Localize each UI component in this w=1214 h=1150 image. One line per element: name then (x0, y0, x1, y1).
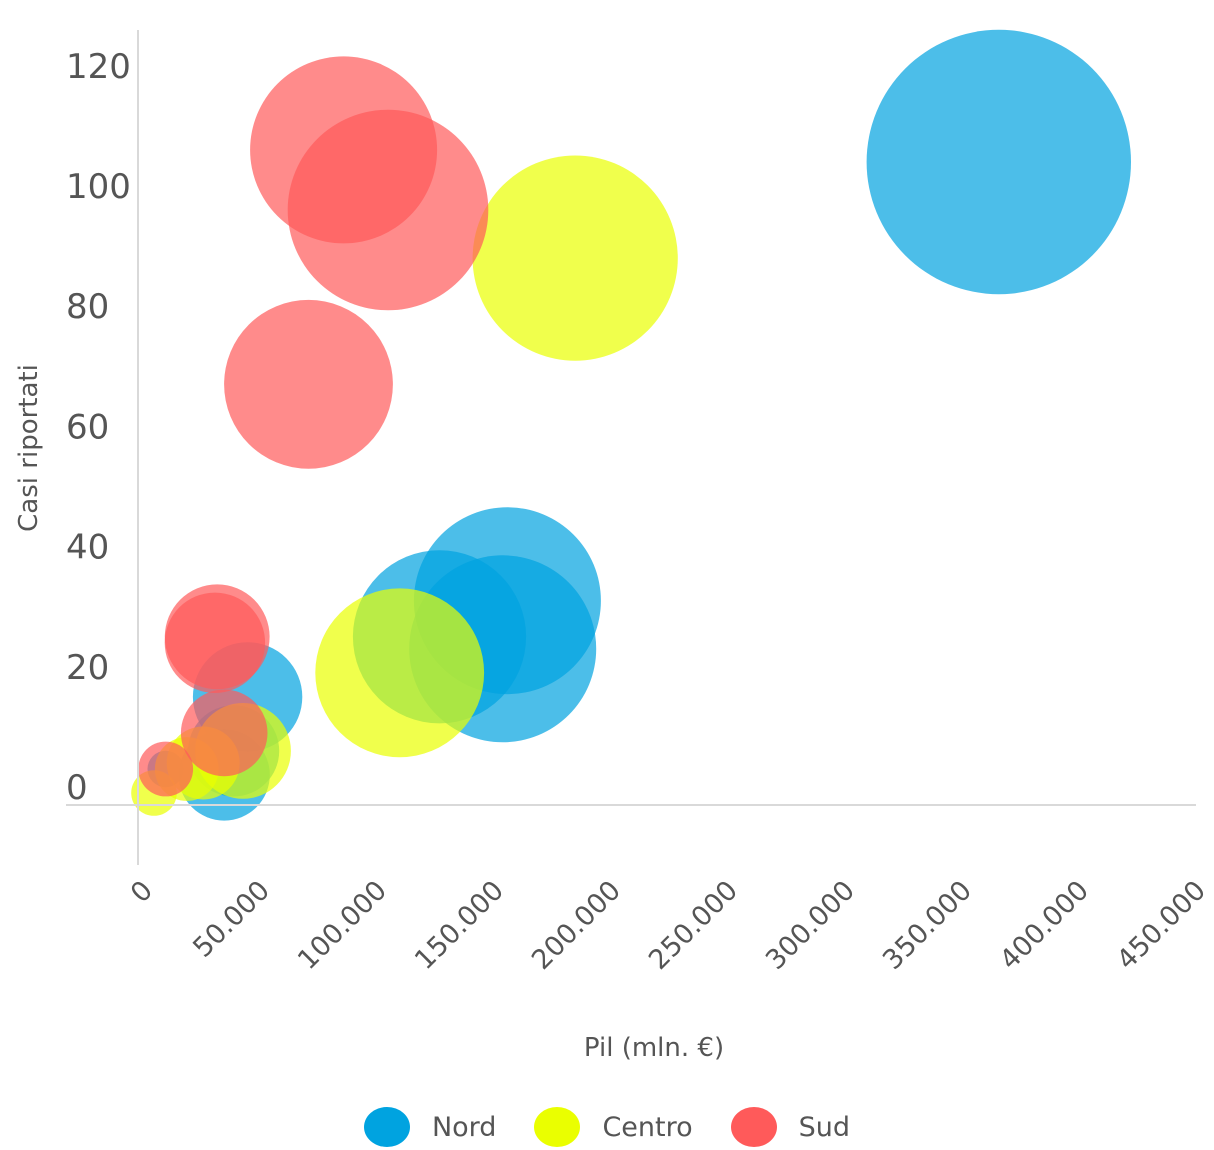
legend: Nord Centro Sud (0, 1104, 1214, 1150)
bubble-sud[interactable] (138, 741, 194, 797)
x-tick-label: 450.000 (1111, 875, 1212, 976)
bubble-sud[interactable] (164, 592, 266, 693)
x-tick-label: 200.000 (526, 875, 627, 976)
y-tick-label: 100 (66, 167, 131, 207)
legend-swatch-nord (363, 1107, 410, 1147)
y-axis-title: Casi riportati (14, 364, 44, 532)
x-tick-label: 150.000 (409, 875, 510, 976)
x-tick-label: 0 (125, 875, 159, 909)
y-tick-label: 120 (66, 47, 131, 87)
legend-label-sud: Sud (798, 1111, 851, 1143)
y-tick-label: 20 (66, 648, 109, 688)
bubble-centro[interactable] (472, 155, 678, 361)
bubble-sud[interactable] (287, 109, 489, 311)
x-tick-label: 400.000 (994, 875, 1095, 976)
legend-item-centro[interactable]: Centro (534, 1107, 693, 1147)
y-tick-label: 80 (66, 287, 109, 327)
bubble-sud[interactable] (224, 299, 393, 469)
legend-swatch-centro (534, 1107, 581, 1147)
bubble-sud[interactable] (180, 689, 268, 777)
axes (66, 30, 1196, 865)
x-tick-label: 250.000 (643, 875, 744, 976)
legend-label-centro: Centro (602, 1111, 693, 1143)
bubble-layer (131, 29, 1131, 821)
x-tick-label: 100.000 (292, 875, 393, 976)
x-axis-title: Pil (mln. €) (584, 1033, 724, 1063)
legend-item-nord[interactable]: Nord (363, 1107, 497, 1147)
legend-label-nord: Nord (431, 1111, 497, 1143)
bubble-nord[interactable] (866, 29, 1131, 295)
x-tick-label: 300.000 (760, 875, 861, 976)
bubble-centro[interactable] (315, 588, 485, 758)
x-tick-label: 50.000 (187, 875, 276, 964)
y-tick-label: 40 (66, 528, 109, 568)
y-tick-label: 60 (66, 407, 109, 447)
legend-item-sud[interactable]: Sud (730, 1107, 851, 1147)
y-tick-label: 0 (66, 768, 88, 808)
legend-swatch-sud (730, 1107, 777, 1147)
x-tick-label: 350.000 (877, 875, 978, 976)
